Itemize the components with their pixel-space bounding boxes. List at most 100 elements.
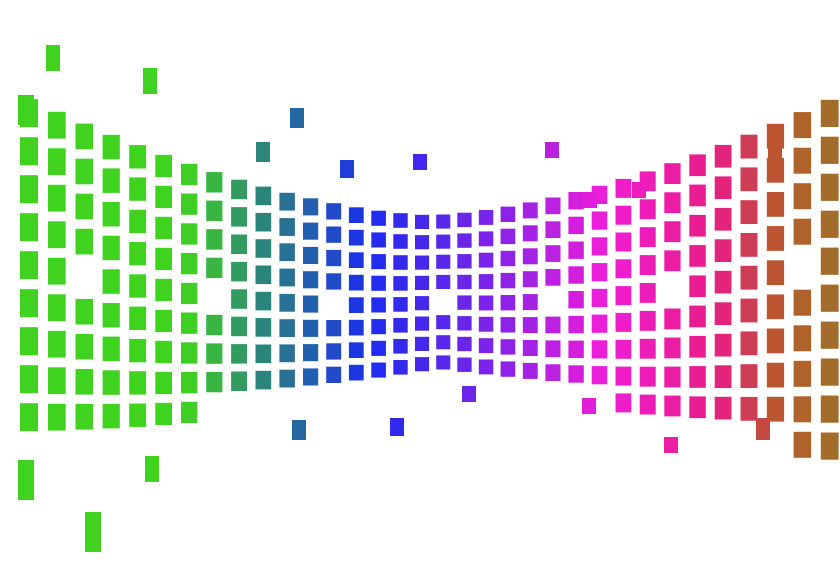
mosaic-tile <box>436 335 451 350</box>
mosaic-tile <box>522 340 538 356</box>
mosaic-tile <box>371 232 386 248</box>
mosaic-tile <box>393 297 408 312</box>
mosaic-tile <box>664 192 681 214</box>
mosaic-tile <box>75 333 93 360</box>
mosaic-tile <box>615 232 632 252</box>
mosaic-tile <box>303 344 319 362</box>
mosaic-tile <box>820 395 839 423</box>
mosaic-tile <box>714 396 732 420</box>
floating-tile <box>143 68 157 94</box>
mosaic-tile <box>206 200 223 221</box>
mosaic-tile <box>181 193 198 215</box>
mosaic-tile <box>415 336 430 351</box>
mosaic-tile <box>371 319 386 335</box>
mosaic-tile <box>522 294 538 311</box>
mosaic-tile <box>48 257 66 285</box>
mosaic-tile <box>129 306 147 330</box>
mosaic-tile <box>348 229 364 246</box>
mosaic-tile <box>155 247 172 271</box>
mosaic-tile <box>436 234 451 249</box>
mosaic-tile <box>820 432 839 460</box>
mosaic-tile <box>371 297 386 313</box>
mosaic-tile <box>545 340 561 358</box>
mosaic-tile <box>279 293 295 312</box>
mosaic-tile <box>206 229 223 250</box>
mosaic-tile <box>348 207 364 223</box>
floating-tile <box>145 456 159 482</box>
mosaic-tile <box>326 366 342 383</box>
mosaic-tile <box>500 339 516 355</box>
mosaic-tile <box>436 254 451 269</box>
floating-tile <box>256 142 270 162</box>
mosaic-tile <box>793 360 812 387</box>
mosaic-tile <box>393 360 408 375</box>
mosaic-tile <box>740 233 758 257</box>
mosaic-tile <box>500 206 516 222</box>
mosaic-tile <box>48 403 66 431</box>
floating-tile <box>390 418 404 436</box>
mosaic-tile <box>255 318 272 337</box>
mosaic-tile <box>326 226 342 243</box>
mosaic-tile <box>231 316 247 337</box>
mosaic-tile <box>129 145 147 169</box>
mosaic-tile <box>326 343 342 360</box>
mosaic-tile <box>591 340 608 359</box>
mosaic-tile <box>714 176 732 200</box>
mosaic-tile <box>129 338 147 363</box>
mosaic-tile <box>714 302 732 325</box>
mosaic-tile <box>371 275 386 291</box>
mosaic-tile <box>689 245 706 267</box>
mosaic-tile <box>689 154 706 177</box>
mosaic-tile <box>75 123 93 150</box>
mosaic-tile <box>181 253 198 275</box>
mosaic-tile <box>20 213 38 242</box>
mosaic-tile <box>231 179 247 200</box>
mosaic-tile <box>415 316 430 331</box>
mosaic-tile <box>20 251 38 280</box>
mosaic-tile <box>639 227 656 248</box>
mosaic-tile <box>129 371 147 395</box>
mosaic-tile <box>689 184 706 207</box>
mosaic-tile <box>820 247 839 275</box>
mosaic-tile <box>793 147 812 174</box>
mosaic-tile <box>279 344 295 363</box>
floating-tile <box>545 142 559 158</box>
mosaic-tile <box>766 226 785 251</box>
mosaic-tile <box>206 371 223 393</box>
mosaic-tile <box>155 340 172 364</box>
mosaic-tile <box>303 271 319 289</box>
mosaic-tile <box>255 291 272 311</box>
mosaic-tile <box>500 361 516 377</box>
mosaic-tile <box>348 274 364 291</box>
mosaic-tile <box>155 185 172 209</box>
floating-tile <box>462 386 476 402</box>
mosaic-tile <box>48 111 66 139</box>
mosaic-tile <box>181 401 198 424</box>
mosaic-tile <box>664 395 681 417</box>
mosaic-tile <box>279 319 295 337</box>
mosaic-tile <box>206 343 223 364</box>
mosaic-tile <box>20 137 38 166</box>
mosaic-tile <box>639 338 656 359</box>
mosaic-tile <box>393 213 408 228</box>
mosaic-tile <box>20 289 38 318</box>
mosaic-tile <box>500 272 516 289</box>
mosaic-tile <box>371 340 386 356</box>
mosaic-tile <box>615 312 632 332</box>
mosaic-tile <box>615 205 632 225</box>
mosaic-tile <box>181 163 198 186</box>
mosaic-tile <box>545 316 561 334</box>
mosaic-tile <box>568 291 584 309</box>
mosaic-tile <box>568 340 584 358</box>
mosaic-tile <box>326 203 342 220</box>
mosaic-tile <box>766 294 785 320</box>
floating-tile <box>46 45 60 71</box>
mosaic-tile <box>348 319 364 336</box>
mosaic-tile <box>75 369 93 395</box>
mosaic-tile <box>155 371 172 395</box>
mosaic-tile <box>48 294 66 322</box>
mosaic-tile <box>231 207 247 227</box>
mosaic-tile <box>393 276 408 291</box>
mosaic-tile <box>714 207 732 231</box>
mosaic-tile <box>615 259 632 279</box>
